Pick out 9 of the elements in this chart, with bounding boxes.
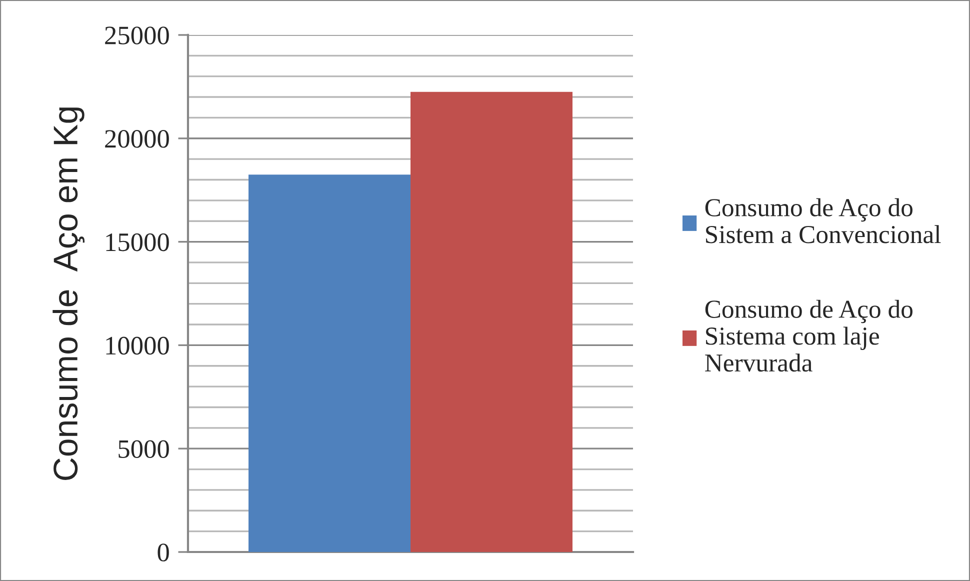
- legend-label: Consumo de Aço do Sistem a Convencional: [705, 198, 941, 244]
- legend-label: Consumo de Aço do Sistema com laje Nervurada: [705, 300, 912, 372]
- y-axis-title: Consumo de Aço em Kg: [52, 107, 85, 480]
- y-tick-label: 25000: [105, 26, 169, 44]
- y-tick-label: 5000: [118, 440, 169, 458]
- y-tick-label: 20000: [105, 130, 169, 148]
- y-tick-label: 10000: [106, 336, 169, 355]
- y-tick-label: 0: [158, 544, 169, 562]
- y-tick-label: 15000: [106, 233, 169, 252]
